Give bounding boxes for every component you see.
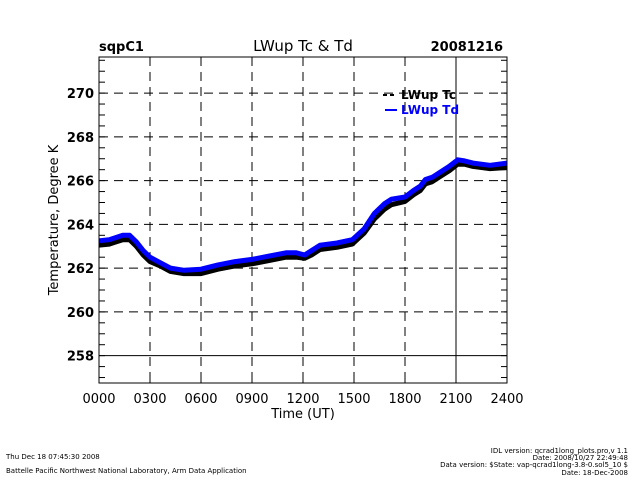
legend: LWup Tc LWup Td <box>383 88 459 117</box>
y-tick-label: 258 <box>67 350 94 365</box>
legend-label-td: LWup Td <box>401 103 459 117</box>
x-tick-label: 2100 <box>439 392 472 407</box>
gridlines <box>99 57 507 383</box>
x-tick-label: 2400 <box>490 392 523 407</box>
footer-idl-version: IDL version: qcrad1long_plots.pro,v 1.1 <box>490 447 628 455</box>
x-tick-label: 0000 <box>82 392 115 407</box>
y-tick-label: 262 <box>67 262 94 277</box>
x-tick-label: 1500 <box>337 392 370 407</box>
footer-timestamp: Thu Dec 18 07:45:30 2008 <box>6 453 100 461</box>
x-tick-label: 0900 <box>235 392 268 407</box>
x-tick-label: 1800 <box>388 392 421 407</box>
series-group <box>98 157 508 277</box>
y-tick-labels: 258 260 262 264 266 268 270 <box>67 87 94 365</box>
x-tick-label: 0600 <box>184 392 217 407</box>
axis-ticks <box>98 57 508 383</box>
x-axis-label: Time (UT) <box>270 407 335 422</box>
date-label: 20081216 <box>431 40 503 55</box>
y-tick-label: 260 <box>67 306 94 321</box>
chart-title: LWup Tc & Td <box>253 37 353 55</box>
footer-organization: Battelle Pacific Northwest National Labo… <box>6 467 247 475</box>
footer-data-version: Data version: $State: vap-qcrad1long-3.8… <box>440 461 628 469</box>
y-tick-label: 270 <box>67 87 94 102</box>
legend-label-tc: LWup Tc <box>401 88 456 102</box>
y-tick-label: 264 <box>67 218 94 233</box>
footer-data-date: Date: 18-Dec-2008 <box>561 469 628 477</box>
footer-idl-date: Date: 2008/10/27 22:49:48 <box>532 454 628 462</box>
site-label: sqpC1 <box>99 40 144 55</box>
x-tick-label: 1200 <box>286 392 319 407</box>
x-tick-label: 0300 <box>133 392 166 407</box>
y-axis-label: Temperature, Degree K <box>47 144 62 296</box>
x-tick-labels: 0000 0300 0600 0900 1200 1500 1800 2100 2400 <box>82 392 523 407</box>
y-tick-label: 266 <box>67 175 94 190</box>
y-tick-label: 268 <box>67 131 94 146</box>
